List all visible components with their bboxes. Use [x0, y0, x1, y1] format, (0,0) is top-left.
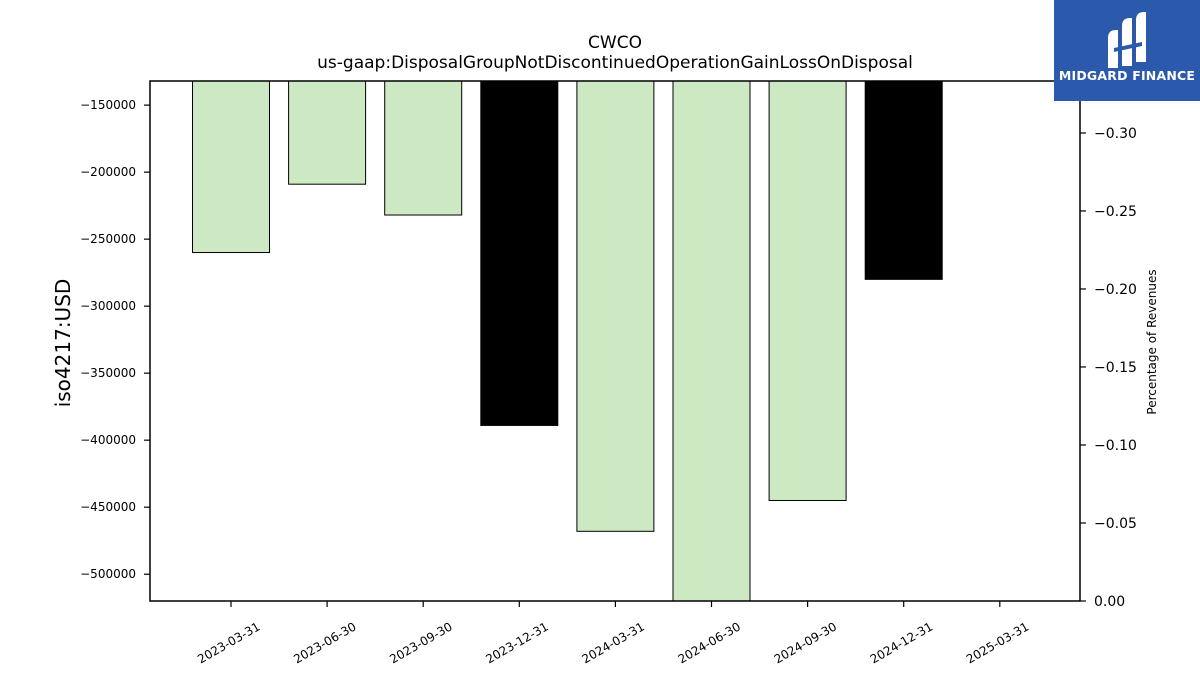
y2-axis-label: Percentage of Revenues	[1145, 269, 1159, 414]
x-tick-label: 2023-06-30	[291, 619, 358, 666]
bar-2024-03-31	[576, 80, 655, 532]
logo-text: MIDGARD FINANCE	[1058, 68, 1196, 83]
x-axis-ticks: 2023-03-31 2023-06-30 2023-09-30 2023-12-31…	[195, 601, 1031, 666]
y-tick-label: −400000	[80, 433, 136, 447]
bar-2024-12-31	[864, 80, 943, 280]
x-tick-label: 2025-03-31	[964, 619, 1031, 666]
x-tick-label: 2023-09-30	[387, 619, 454, 666]
y2-tick-label: 0.00	[1094, 594, 1125, 610]
midgard-logo: MIDGARD FINANCE	[1054, 0, 1200, 101]
y2-tick-label: −0.20	[1094, 282, 1137, 298]
y-axis-label: iso4217:USD	[51, 279, 75, 408]
y-tick-label: −350000	[80, 366, 136, 380]
bar-2023-06-30	[288, 80, 367, 185]
y-tick-label: −250000	[80, 232, 136, 246]
y-tick-label: −300000	[80, 299, 136, 313]
y-tick-label: −450000	[80, 500, 136, 514]
bar-2024-06-30	[672, 80, 751, 602]
y-tick-label: −500000	[80, 567, 136, 581]
y2-tick-label: −0.30	[1094, 126, 1137, 142]
y-tick-label: −200000	[80, 165, 136, 179]
bar-2023-09-30	[384, 80, 463, 216]
bar-2023-12-31	[480, 80, 559, 426]
x-tick-label: 2024-03-31	[579, 619, 646, 666]
x-tick-label: 2023-12-31	[483, 619, 550, 666]
y2-tick-label: −0.05	[1094, 516, 1137, 532]
chart-title: CWCO	[588, 33, 642, 53]
x-tick-label: 2023-03-31	[195, 619, 262, 666]
midgard-logo-icon	[1108, 12, 1146, 68]
y2-tick-label: −0.10	[1094, 438, 1137, 454]
y2-axis-ticks: −0.30 −0.25 −0.20 −0.15 −0.10 −0.05 0.00	[1080, 126, 1137, 610]
bar-2023-03-31	[192, 80, 270, 254]
chart-subtitle: us-gaap:DisposalGroupNotDiscontinuedOper…	[317, 53, 913, 73]
y-axis-ticks: −150000 −200000 −250000 −300000 −350000 −4000…	[80, 98, 150, 581]
plot-frame	[149, 80, 1081, 602]
x-tick-label: 2024-12-31	[868, 619, 935, 666]
bars-group	[192, 80, 943, 602]
y2-tick-label: −0.15	[1094, 360, 1137, 376]
x-tick-label: 2024-06-30	[676, 619, 743, 666]
bar-2024-09-30	[768, 80, 847, 501]
x-tick-label: 2024-09-30	[772, 619, 839, 666]
y-tick-label: −150000	[80, 98, 136, 112]
y2-tick-label: −0.25	[1094, 204, 1137, 220]
